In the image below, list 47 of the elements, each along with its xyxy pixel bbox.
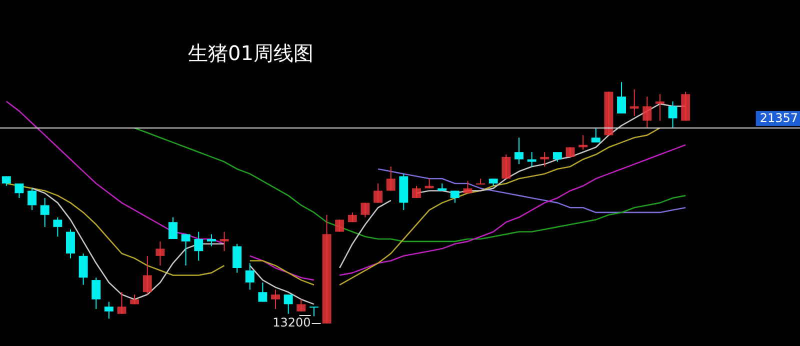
candlestick: [78, 253, 88, 286]
candlestick: [220, 231, 229, 252]
candlestick: [53, 216, 62, 238]
candlestick: [245, 262, 254, 290]
candlestick: [168, 216, 178, 240]
candlestick: [181, 234, 190, 266]
candlestick: [309, 306, 318, 317]
text: 21357: [760, 111, 798, 126]
candlestick: [92, 277, 101, 310]
candlestick: [66, 228, 75, 259]
candlestick: [284, 294, 293, 314]
candlestick: [14, 182, 24, 198]
candlestick: [476, 178, 486, 184]
chart-title: 生猪01周线图: [188, 40, 314, 67]
candlestick: [668, 100, 678, 128]
candlestick: [271, 289, 280, 310]
candlestick: [28, 188, 37, 211]
candlestick: [232, 243, 242, 274]
candlestick: [374, 182, 383, 204]
candlestick: [527, 152, 536, 168]
candlestick: [502, 154, 511, 180]
candlestick: [117, 292, 126, 314]
candlestick: [386, 166, 396, 192]
candlestick: [194, 231, 204, 262]
candlestick: [360, 202, 370, 218]
candlestick: [617, 82, 626, 114]
candlestick: [142, 255, 152, 296]
candlestick: [540, 152, 550, 168]
candlestick: [258, 282, 268, 302]
candlestick: [552, 152, 562, 162]
candlestick: [104, 301, 114, 320]
candlestick: [40, 197, 50, 228]
candlestick: [412, 185, 421, 198]
candlestick: [206, 234, 216, 247]
annotation: 13200: [272, 316, 311, 330]
candlestick: [642, 96, 652, 128]
candlestick: [156, 240, 165, 266]
candlestick: [424, 178, 434, 189]
candlestick: [578, 134, 588, 150]
candlestick: [296, 298, 306, 312]
candlestick: [514, 137, 524, 165]
candlestick: [630, 88, 639, 116]
candlestick: [335, 219, 344, 232]
candlestick: [450, 190, 460, 204]
candlestick: [591, 127, 600, 143]
candlestick: [2, 176, 11, 186]
candlestick: [655, 94, 664, 122]
